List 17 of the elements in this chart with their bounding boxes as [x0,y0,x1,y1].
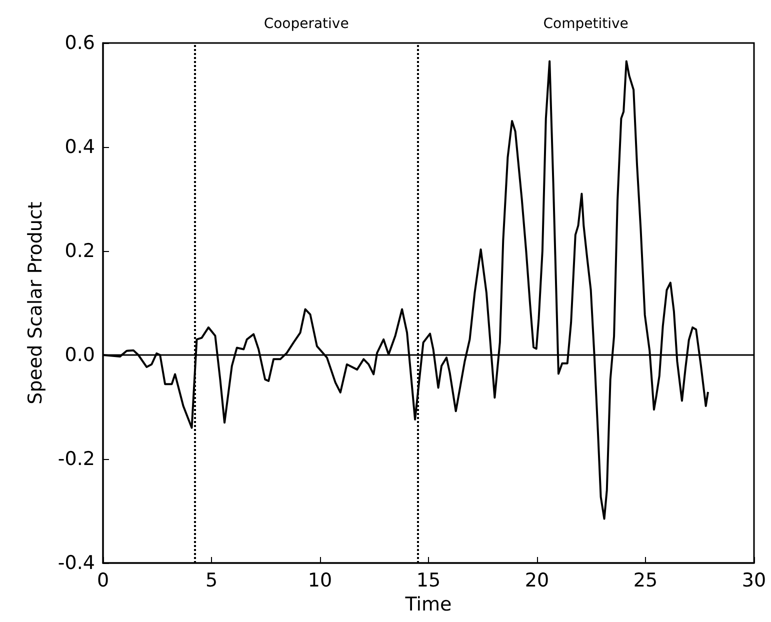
x-tick-label: 25 [633,570,658,592]
y-axis-title: Speed Scalar Product [24,202,46,404]
y-tick-label: 0.4 [64,136,95,158]
x-tick-label: 30 [742,570,766,592]
y-tick-label: 0.2 [64,240,95,262]
x-tick-label: 15 [416,570,441,592]
text: Competitive [543,16,628,32]
y-tick-label: -0.2 [58,448,95,470]
y-tick-label: -0.4 [58,552,95,574]
x-tick-label: 5 [205,570,218,592]
y-tick-label: 0.0 [64,344,95,366]
x-axis-title: Time [404,593,452,616]
y-tick-label: 0.6 [64,32,95,54]
x-tick-label: 20 [524,570,550,592]
x-tick-label: 10 [308,570,332,592]
x-tick-label: 0 [96,570,110,592]
text: Cooperative [264,16,349,32]
